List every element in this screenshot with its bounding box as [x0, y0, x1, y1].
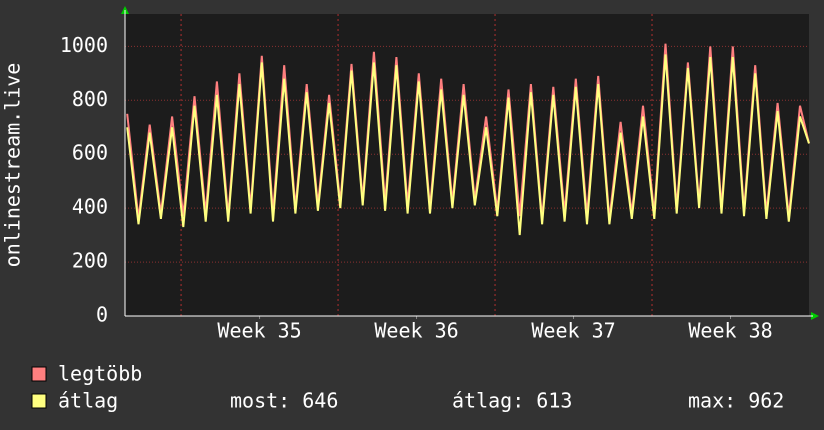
- legend-label: átlag: [58, 389, 118, 413]
- stat-label: most: 646: [230, 389, 338, 413]
- legend-swatch: [31, 393, 47, 409]
- stat-label: max: 962: [688, 389, 784, 413]
- legend-swatch: [31, 366, 47, 382]
- x-tick-label: Week 37: [531, 319, 615, 343]
- stat-label: átlag: 613: [452, 389, 572, 413]
- y-tick-label: 0: [96, 303, 108, 327]
- y-tick-label: 800: [72, 87, 108, 111]
- axis-arrow: [811, 312, 819, 320]
- x-tick-label: Week 35: [217, 319, 301, 343]
- plot-area: [125, 14, 809, 316]
- y-axis-label: onlinestream.live: [1, 63, 25, 268]
- y-tick-label: 200: [72, 249, 108, 273]
- series-line: [126, 54, 810, 236]
- y-tick-label: 400: [72, 195, 108, 219]
- y-tick-label: 600: [72, 141, 108, 165]
- x-tick-label: Week 36: [374, 319, 458, 343]
- x-tick-label: Week 38: [688, 319, 772, 343]
- legend-label: legtöbb: [58, 362, 142, 386]
- y-tick-label: 1000: [60, 33, 108, 57]
